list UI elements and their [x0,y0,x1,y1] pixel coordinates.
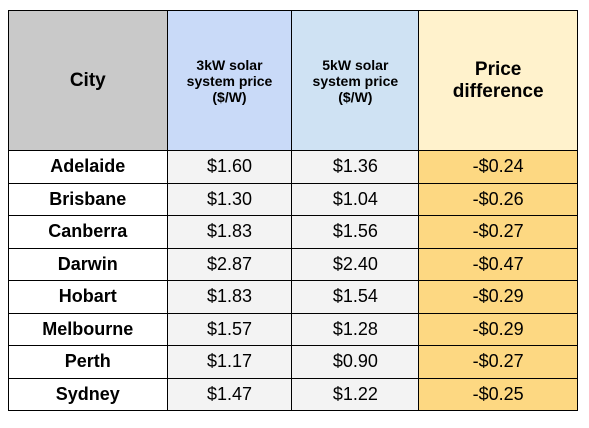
city-cell: Perth [8,345,168,379]
price-cell: $1.22 [291,377,420,411]
city-cell: Adelaide [8,150,168,184]
price-table: City 3kW solar system price ($/W) 5kW sola… [8,10,578,411]
price-cell: $1.28 [291,312,420,346]
price-cell: $2.87 [166,247,293,281]
header-text: 5kW solar system price ($/W) [312,56,399,105]
price-cell: -$0.29 [418,280,578,314]
price-cell: $1.17 [166,345,293,379]
table-row: Sydney $1.47 $1.22 -$0.25 [8,377,578,411]
header-text: Price difference [452,58,544,102]
table-row: Canberra $1.83 $1.56 -$0.27 [8,215,578,249]
header-row: City 3kW solar system price ($/W) 5kW sola… [8,10,578,151]
price-cell: -$0.24 [418,150,578,184]
price-cell: -$0.26 [418,182,578,216]
price-cell: $1.60 [166,150,293,184]
table-row: Perth $1.17 $0.90 -$0.27 [8,345,578,379]
header-cell: 5kW solar system price ($/W) [291,10,420,151]
table-row: Adelaide $1.60 $1.36 -$0.24 [8,150,578,184]
price-cell: $1.83 [166,215,293,249]
table-row: Brisbane $1.30 $1.04 -$0.26 [8,182,578,216]
header-text: 3kW solar system price ($/W) [186,56,273,105]
table-row: Darwin $2.87 $2.40 -$0.47 [8,247,578,281]
table-header: City 3kW solar system price ($/W) 5kW sola… [8,10,578,151]
price-cell: $0.90 [291,345,420,379]
table-row: Melbourne $1.57 $1.28 -$0.29 [8,312,578,346]
price-cell: $1.57 [166,312,293,346]
price-cell: $1.54 [291,280,420,314]
price-cell: -$0.47 [418,247,578,281]
price-cell: $2.40 [291,247,420,281]
price-cell: $1.47 [166,377,293,411]
price-cell: $1.56 [291,215,420,249]
header-cell: City [8,10,168,151]
city-cell: Sydney [8,377,168,411]
price-cell: $1.04 [291,182,420,216]
table-body: Adelaide $1.60 $1.36 -$0.24 Brisbane $1.30 $1.… [8,150,578,411]
price-cell: -$0.27 [418,345,578,379]
header-cell: Price difference [418,10,578,151]
table-row: Hobart $1.83 $1.54 -$0.29 [8,280,578,314]
price-cell: -$0.27 [418,215,578,249]
city-cell: Brisbane [8,182,168,216]
header-text: City [69,69,106,91]
city-cell: Hobart [8,280,168,314]
city-cell: Melbourne [8,312,168,346]
price-cell: $1.30 [166,182,293,216]
city-cell: Canberra [8,215,168,249]
price-cell: $1.36 [291,150,420,184]
price-cell: $1.83 [166,280,293,314]
price-cell: -$0.25 [418,377,578,411]
price-cell: -$0.29 [418,312,578,346]
city-cell: Darwin [8,247,168,281]
header-cell: 3kW solar system price ($/W) [166,10,293,151]
